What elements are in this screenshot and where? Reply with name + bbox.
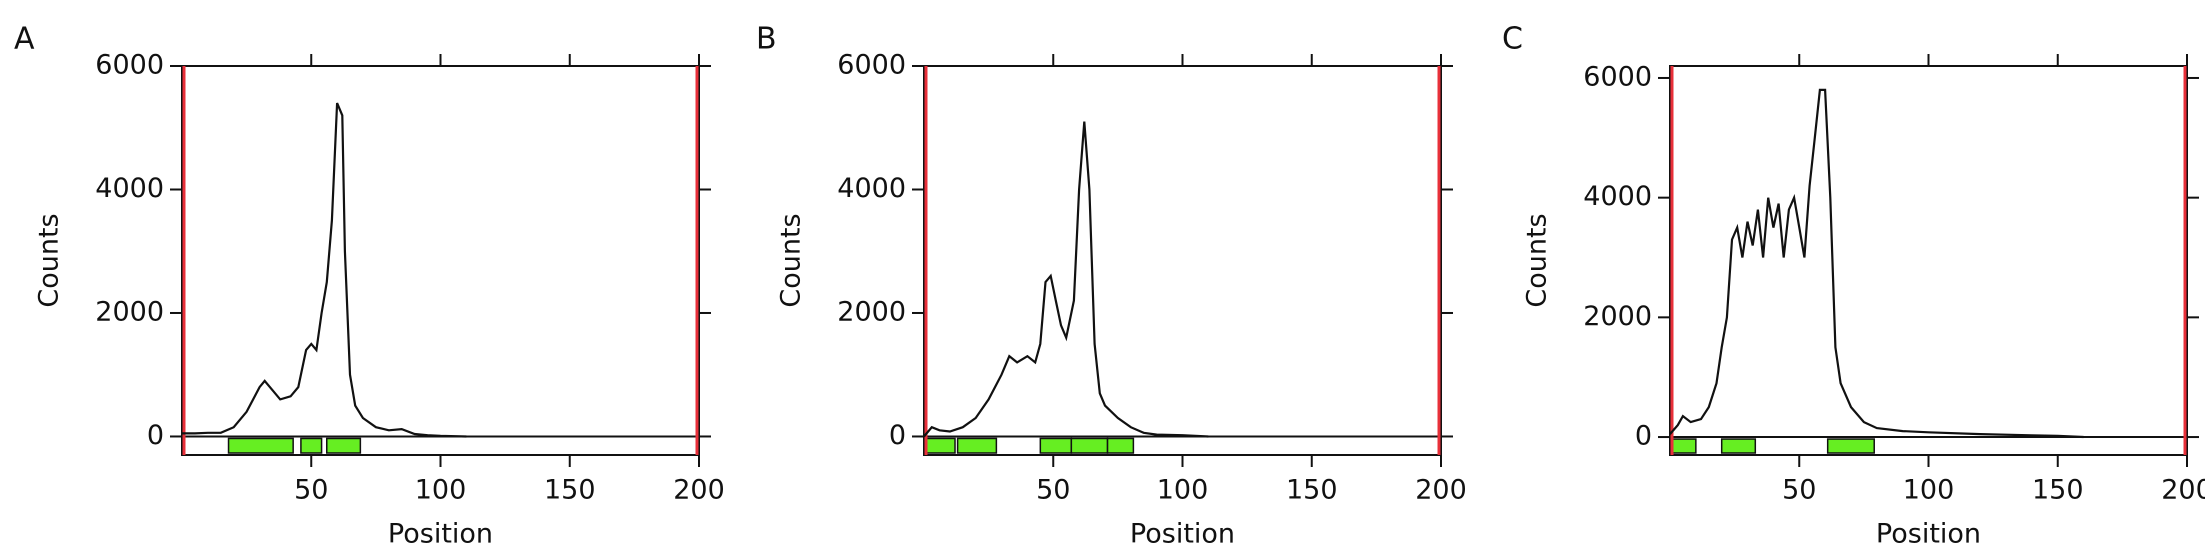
x-tick-label: 200 — [673, 475, 725, 506]
y-tick-label: 0 — [889, 420, 906, 451]
region — [227, 437, 294, 454]
y-tick-label: 4000 — [1583, 181, 1652, 212]
y-axis-label: Counts — [34, 213, 65, 307]
y-tick-label: 6000 — [837, 50, 906, 81]
region — [1669, 438, 1697, 454]
y-tick-label: 4000 — [95, 173, 164, 204]
region — [956, 437, 998, 454]
x-tick-label: 100 — [1157, 475, 1209, 506]
y-tick-label: 6000 — [1583, 61, 1652, 92]
x-axis-label: Position — [388, 519, 493, 550]
panel-label: B — [756, 22, 777, 57]
plot-frame — [181, 65, 700, 456]
plot-frame — [1669, 65, 2188, 456]
y-tick-label: 4000 — [837, 173, 906, 204]
x-tick-label: 50 — [1036, 475, 1070, 506]
data-line — [182, 102, 467, 438]
x-axis-label: Position — [1130, 519, 1235, 550]
x-tick-label: 150 — [544, 475, 596, 506]
region — [1106, 437, 1135, 454]
x-tick-label: 100 — [415, 475, 467, 506]
x-tick-label: 200 — [1415, 475, 1467, 506]
y-tick-label: 0 — [147, 420, 164, 451]
region — [1720, 438, 1757, 454]
y-axis-label: Counts — [776, 213, 807, 307]
y-tick-label: 0 — [1635, 421, 1652, 452]
region — [300, 437, 323, 454]
region — [923, 437, 956, 454]
y-tick-label: 2000 — [95, 296, 164, 327]
x-tick-label: 100 — [1903, 475, 1955, 506]
panel-label: C — [1502, 22, 1523, 57]
y-axis-label: Counts — [1522, 213, 1553, 307]
plot-frame — [923, 65, 1442, 456]
x-tick-label: 50 — [1782, 475, 1816, 506]
x-tick-label: 150 — [2032, 475, 2084, 506]
y-tick-label: 6000 — [95, 50, 164, 81]
data-line — [923, 121, 1209, 438]
x-axis-label: Position — [1876, 519, 1981, 550]
x-tick-label: 150 — [1286, 475, 1338, 506]
region — [1039, 437, 1073, 454]
region — [326, 437, 362, 454]
region — [1826, 438, 1875, 454]
x-tick-label: 200 — [2161, 475, 2205, 506]
panel-label: A — [14, 22, 35, 57]
y-tick-label: 2000 — [1583, 301, 1652, 332]
x-tick-label: 50 — [294, 475, 328, 506]
region — [1070, 437, 1109, 454]
data-line — [1669, 88, 2084, 439]
y-tick-label: 2000 — [837, 296, 906, 327]
